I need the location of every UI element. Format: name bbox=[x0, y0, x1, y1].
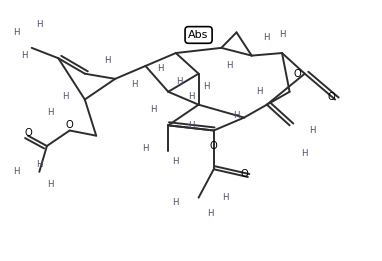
Text: O: O bbox=[327, 92, 335, 102]
Text: O: O bbox=[210, 141, 218, 151]
Text: H: H bbox=[233, 110, 240, 120]
Text: H: H bbox=[176, 77, 183, 86]
Text: H: H bbox=[47, 108, 54, 117]
Text: H: H bbox=[309, 126, 316, 135]
Text: O: O bbox=[66, 120, 73, 130]
Text: H: H bbox=[222, 193, 228, 202]
Text: H: H bbox=[21, 51, 28, 60]
Text: H: H bbox=[157, 64, 164, 73]
Text: H: H bbox=[63, 92, 69, 102]
Text: H: H bbox=[301, 149, 308, 158]
Text: H: H bbox=[131, 80, 138, 88]
Text: H: H bbox=[13, 167, 20, 176]
Text: H: H bbox=[36, 159, 42, 169]
Text: H: H bbox=[36, 20, 42, 29]
Text: O: O bbox=[24, 128, 32, 138]
Text: H: H bbox=[104, 56, 111, 65]
Text: H: H bbox=[173, 157, 179, 166]
Text: H: H bbox=[203, 82, 209, 91]
Text: H: H bbox=[47, 180, 54, 189]
Text: O: O bbox=[293, 69, 301, 79]
Text: H: H bbox=[226, 61, 232, 70]
Text: H: H bbox=[188, 92, 194, 102]
Text: O: O bbox=[240, 169, 248, 179]
Text: H: H bbox=[207, 209, 213, 218]
Text: H: H bbox=[279, 31, 285, 39]
Text: H: H bbox=[256, 87, 262, 96]
Text: H: H bbox=[264, 33, 270, 42]
Text: H: H bbox=[188, 121, 194, 130]
Text: H: H bbox=[150, 105, 156, 114]
Text: H: H bbox=[173, 198, 179, 207]
Text: Abs: Abs bbox=[188, 30, 209, 40]
Text: H: H bbox=[13, 28, 20, 37]
Text: H: H bbox=[142, 144, 149, 153]
